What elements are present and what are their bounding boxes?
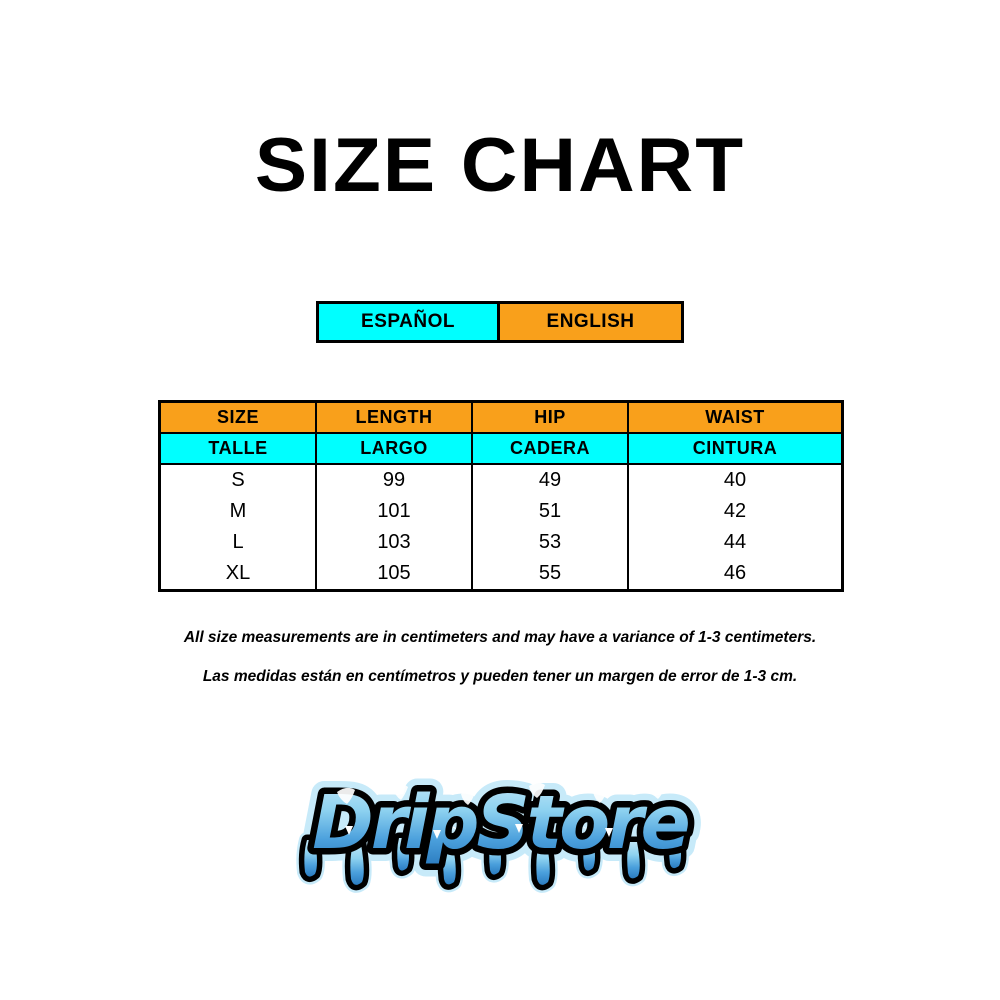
- column-header-cintura: CINTURA: [628, 433, 841, 465]
- language-button-english[interactable]: ENGLISH: [500, 304, 681, 340]
- cell-hip: 49: [472, 464, 629, 496]
- cell-length: 103: [316, 527, 473, 558]
- language-button-spanish[interactable]: ESPAÑOL: [319, 304, 500, 340]
- table-row: XL 105 55 46: [161, 558, 841, 589]
- column-header-hip: HIP: [472, 403, 629, 434]
- cell-waist: 42: [628, 496, 841, 527]
- column-header-cadera: CADERA: [472, 433, 629, 465]
- note-spanish: Las medidas están en centímetros y puede…: [202, 668, 798, 685]
- logo-droplet-ticks: [345, 824, 613, 839]
- cell-waist: 44: [628, 527, 841, 558]
- cell-hip: 55: [472, 558, 629, 589]
- logo-highlights: [337, 782, 665, 805]
- cell-waist: 40: [628, 464, 841, 496]
- cell-size: S: [161, 464, 317, 496]
- column-header-waist: WAIST: [628, 403, 841, 434]
- cell-hip: 53: [472, 527, 629, 558]
- column-header-talle: TALLE: [161, 433, 317, 465]
- logo-text-fill: DripStore: [312, 780, 688, 866]
- page-title: SIZE CHART: [254, 123, 746, 208]
- table-header-row-spanish: TALLE LARGO CADERA CINTURA: [161, 433, 841, 465]
- table-row: M 101 51 42: [161, 496, 841, 527]
- cell-size: L: [161, 527, 317, 558]
- cell-hip: 51: [472, 496, 629, 527]
- cell-waist: 46: [628, 558, 841, 589]
- cell-length: 99: [316, 464, 473, 496]
- column-header-size: SIZE: [161, 403, 317, 434]
- logo-text-outline: DripStore: [312, 780, 688, 866]
- table-header-row-english: SIZE LENGTH HIP WAIST: [161, 403, 841, 434]
- table-row: S 99 49 40: [161, 464, 841, 496]
- table-row: L 103 53 44: [161, 527, 841, 558]
- column-header-largo: LARGO: [316, 433, 473, 465]
- cell-size: M: [161, 496, 317, 527]
- cell-length: 105: [316, 558, 473, 589]
- size-chart-table: SIZE LENGTH HIP WAIST TALLE LARGO CADERA…: [158, 400, 844, 592]
- column-header-length: LENGTH: [316, 403, 473, 434]
- language-toggle: ESPAÑOL ENGLISH: [316, 301, 684, 343]
- brand-logo: DripStore DripStore DripStore: [275, 752, 725, 897]
- cell-length: 101: [316, 496, 473, 527]
- note-english: All size measurements are in centimeters…: [183, 629, 817, 646]
- cell-size: XL: [161, 558, 317, 589]
